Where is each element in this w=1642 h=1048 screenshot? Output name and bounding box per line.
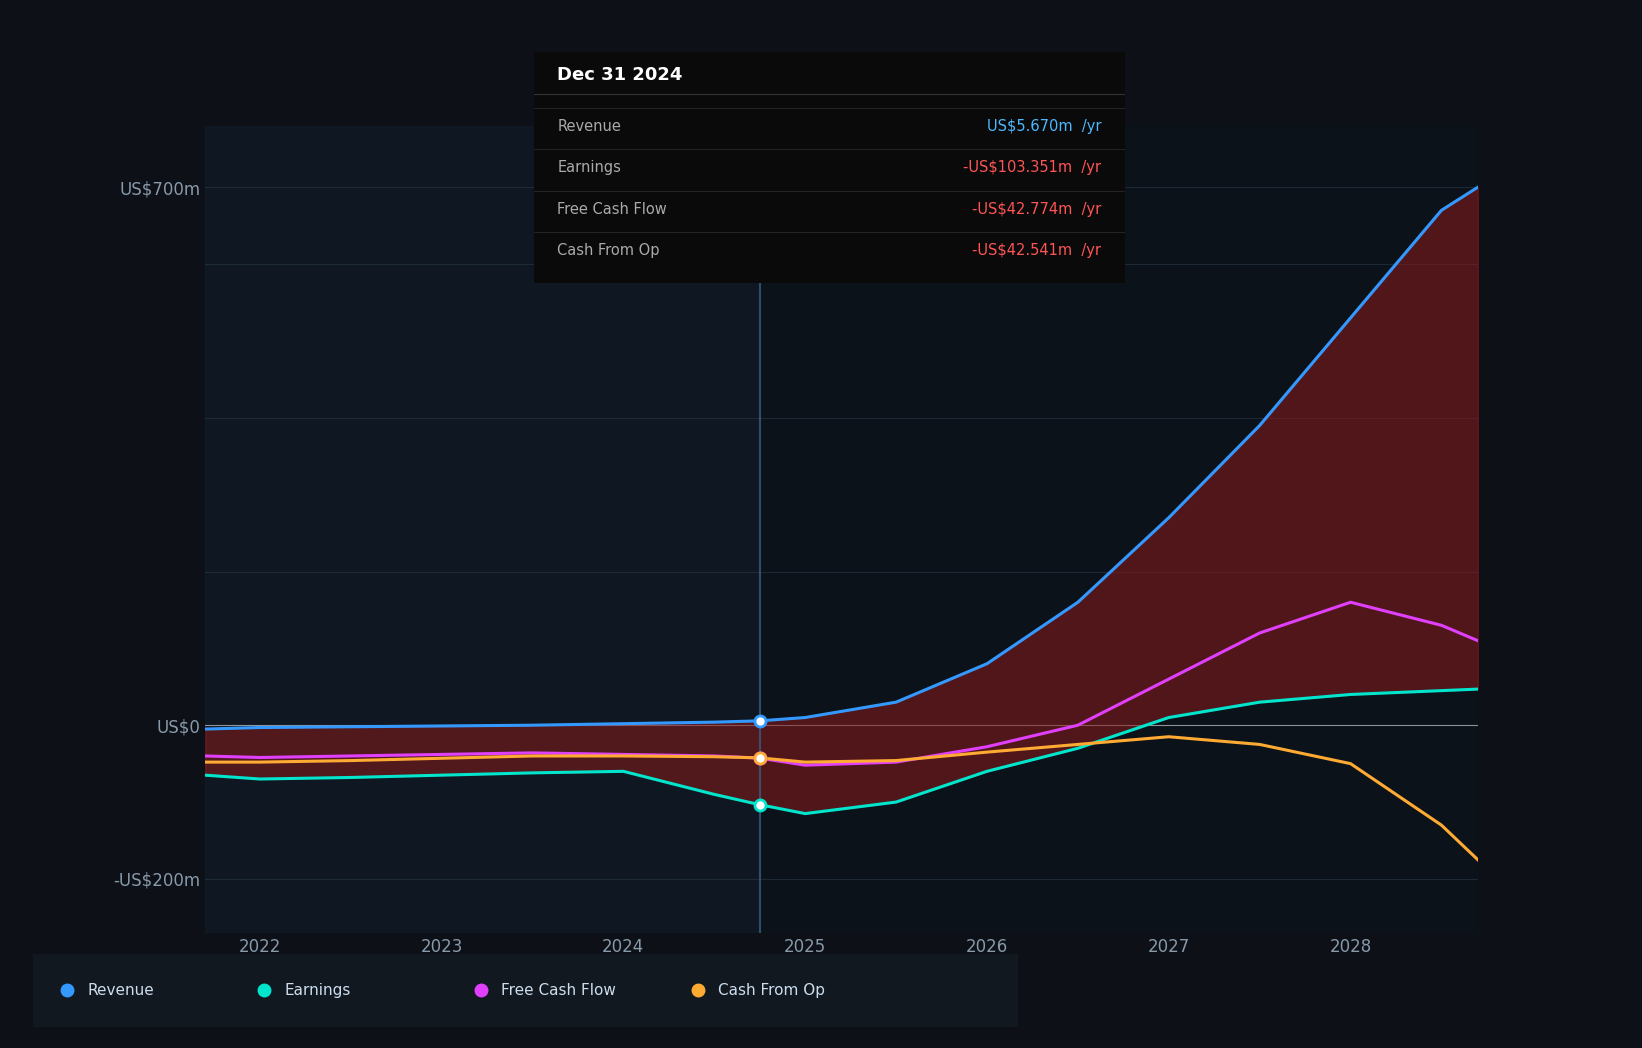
Text: US$5.670m  /yr: US$5.670m /yr — [987, 118, 1102, 134]
Text: Analysts Forecasts: Analysts Forecasts — [796, 225, 951, 244]
Text: Earnings: Earnings — [284, 983, 350, 998]
Bar — [760, 126, 1478, 933]
Text: Dec 31 2024: Dec 31 2024 — [557, 66, 683, 85]
Text: Past: Past — [688, 225, 724, 244]
Text: -US$42.541m  /yr: -US$42.541m /yr — [972, 243, 1102, 258]
Text: -US$42.774m  /yr: -US$42.774m /yr — [972, 201, 1102, 217]
Bar — [205, 126, 760, 933]
Text: Earnings: Earnings — [557, 160, 621, 175]
Text: Free Cash Flow: Free Cash Flow — [557, 201, 667, 217]
Text: Revenue: Revenue — [557, 118, 621, 134]
Text: Free Cash Flow: Free Cash Flow — [501, 983, 616, 998]
Text: -US$103.351m  /yr: -US$103.351m /yr — [964, 160, 1102, 175]
Text: Cash From Op: Cash From Op — [718, 983, 824, 998]
Text: Cash From Op: Cash From Op — [557, 243, 660, 258]
Text: Revenue: Revenue — [87, 983, 154, 998]
